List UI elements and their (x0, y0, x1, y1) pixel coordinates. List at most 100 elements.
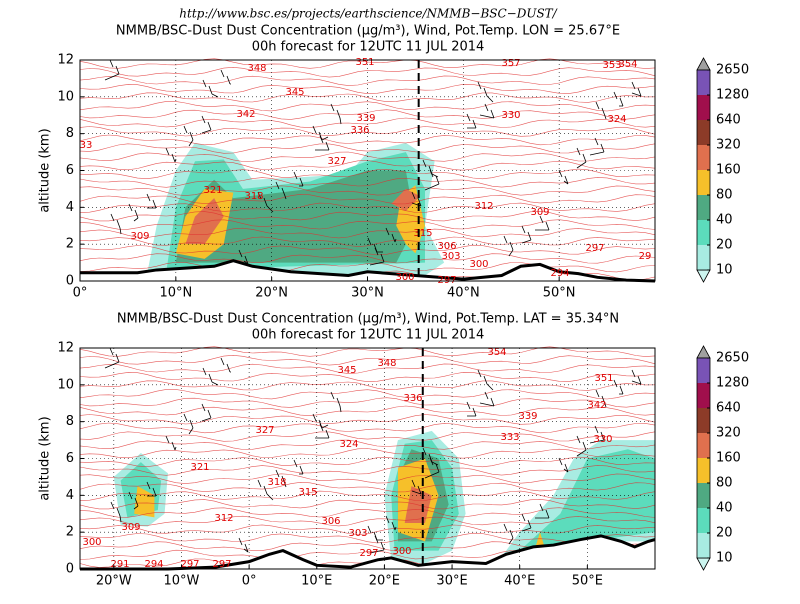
wind-barb (595, 389, 607, 408)
wind-barb (104, 59, 120, 81)
isentrope (79, 515, 656, 527)
wind-barb (369, 247, 385, 266)
source-url: http://www.bsc.es/projects/earthscience/… (179, 7, 558, 21)
isentrope (79, 456, 656, 468)
contour-label: 357 (501, 58, 520, 69)
chart-title: 00h forecast for 12UTC 11 JUL 2014 (252, 40, 485, 55)
isentrope (79, 101, 656, 112)
wind-barb (165, 435, 177, 451)
contour-label: 330 (501, 110, 520, 121)
colorbar-label: 160 (716, 163, 741, 178)
y-tick-label: 4 (66, 200, 74, 215)
wind-barb (110, 501, 122, 523)
wind-barb (424, 457, 440, 479)
colorbar-label: 2650 (716, 351, 749, 366)
colorbar-segment (697, 358, 710, 383)
contour-label: 351 (594, 373, 613, 384)
wind-barb (330, 391, 342, 413)
wind-barb (613, 91, 624, 107)
wind-barb (110, 213, 122, 235)
wind-barb (257, 191, 274, 213)
isentrope (79, 405, 656, 417)
x-tick-label: 0° (73, 286, 88, 301)
wind-barb (128, 203, 139, 222)
isentrope (79, 414, 656, 425)
isentrope (79, 92, 656, 103)
colorbar-label: 2650 (716, 63, 749, 78)
wind-barb (477, 81, 494, 103)
contour-label: 315 (413, 228, 432, 239)
colorbar-segment (697, 70, 710, 95)
colorbar-segment (697, 383, 710, 408)
wind-barb (558, 457, 569, 473)
y-tick-label: 12 (57, 53, 74, 68)
y-tick-label: 10 (57, 377, 74, 392)
dust-area (175, 170, 416, 263)
y-tick-label: 0 (66, 274, 74, 289)
colorbar-label: 40 (716, 213, 733, 228)
contour-label: 342 (587, 400, 606, 411)
isentrope (79, 389, 656, 400)
contour-label: 300 (392, 546, 411, 557)
contour-label: 327 (327, 156, 346, 167)
wind-barb (558, 169, 569, 185)
wind-barb (146, 481, 157, 497)
y-tick-label: 0 (66, 562, 74, 577)
colorbar-segment (697, 145, 710, 170)
isentrope (79, 210, 656, 222)
wind-barb (275, 181, 287, 200)
contour-label: 345 (285, 87, 304, 98)
isentrope (79, 431, 656, 442)
x-tick-label: 40°E (504, 574, 535, 589)
contour-label: 336 (403, 393, 422, 404)
wind-barb (411, 479, 422, 495)
wind-barb (293, 171, 304, 187)
wind-barb (330, 103, 342, 125)
wind-barb (503, 235, 514, 257)
wind-barb (183, 413, 194, 435)
colorbar-label: 320 (716, 426, 741, 441)
colorbar-segment (697, 508, 710, 533)
wind-barb (369, 535, 385, 554)
wind-barb (631, 369, 642, 385)
x-tick-label: 20°N (255, 286, 288, 301)
contour-label: 348 (377, 358, 396, 369)
contour-label: 321 (203, 185, 222, 196)
contour-label: 29 (639, 251, 652, 262)
terrain (80, 534, 656, 571)
contour-label: 333 (500, 432, 519, 443)
wind-barb (275, 469, 287, 488)
isentrope (79, 177, 656, 188)
wind-barb (202, 79, 219, 98)
wind-barb (535, 503, 550, 519)
contour-label: 354 (618, 59, 637, 70)
contour-label: 294 (144, 559, 163, 570)
wind-barb (165, 147, 177, 163)
colorbar-segment (697, 95, 710, 120)
colorbar-label: 320 (716, 138, 741, 153)
contour-label: 339 (356, 113, 375, 124)
wind-barb (589, 425, 605, 444)
y-tick-label: 2 (66, 237, 74, 252)
isentrope (79, 185, 656, 196)
y-tick-label: 4 (66, 488, 74, 503)
contour-label: 294 (550, 268, 569, 279)
wind-barb (202, 367, 219, 386)
wind-barb (201, 403, 212, 422)
isentrope (79, 490, 656, 501)
isentrope (79, 481, 656, 493)
wind-barb (293, 459, 304, 475)
y-axis-label: altitude (km) (38, 416, 53, 500)
contour-label: 300 (469, 259, 488, 270)
x-tick-label: 50°N (543, 286, 576, 301)
contour-label: 33 (80, 140, 93, 151)
y-tick-label: 8 (66, 414, 74, 429)
wind-barb (576, 435, 587, 457)
colorbar-segment (697, 245, 710, 270)
wind-barb (503, 523, 514, 545)
isentrope (79, 83, 656, 95)
isentrope (79, 439, 656, 450)
colorbar-segment (697, 458, 710, 483)
